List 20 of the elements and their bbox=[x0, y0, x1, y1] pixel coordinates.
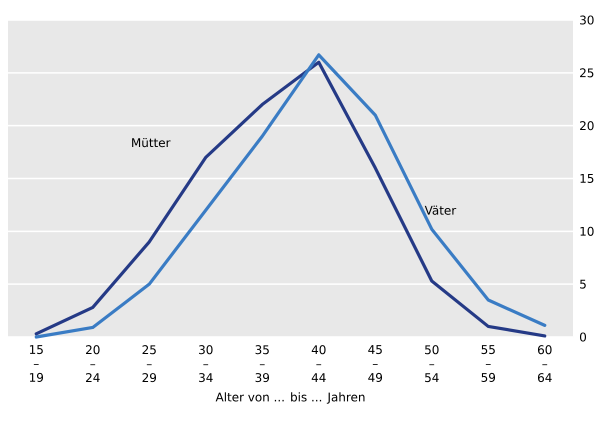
x-tick-label: 15 – 19 bbox=[30, 345, 44, 382]
y-tick-label: 0 bbox=[580, 332, 586, 342]
x-tick-label: 40 – 44 bbox=[312, 345, 326, 382]
x-tick-label: 25 – 29 bbox=[142, 345, 156, 382]
x-tick-label: 50 – 54 bbox=[425, 345, 439, 382]
x-tick-label: 35 – 39 bbox=[256, 345, 270, 382]
y-tick-label: 30 bbox=[580, 15, 594, 25]
x-tick-label: 20 – 24 bbox=[86, 345, 100, 382]
x-tick-label: 60 – 64 bbox=[538, 345, 552, 382]
y-tick-label: 10 bbox=[580, 226, 594, 236]
y-tick-label: 5 bbox=[580, 280, 586, 289]
y-tick-label: 15 bbox=[580, 174, 594, 183]
y-tick-label: 25 bbox=[580, 68, 594, 78]
x-tick-label: 45 – 49 bbox=[368, 345, 382, 382]
series-label: Väter bbox=[424, 206, 456, 215]
x-axis-title: Alter von ... bis ... Jahren bbox=[216, 392, 364, 404]
x-tick-label: 55 – 59 bbox=[482, 345, 496, 382]
y-tick-label: 20 bbox=[580, 121, 594, 130]
x-tick-label: 30 – 34 bbox=[199, 345, 213, 382]
text: Mütter bbox=[132, 138, 170, 148]
